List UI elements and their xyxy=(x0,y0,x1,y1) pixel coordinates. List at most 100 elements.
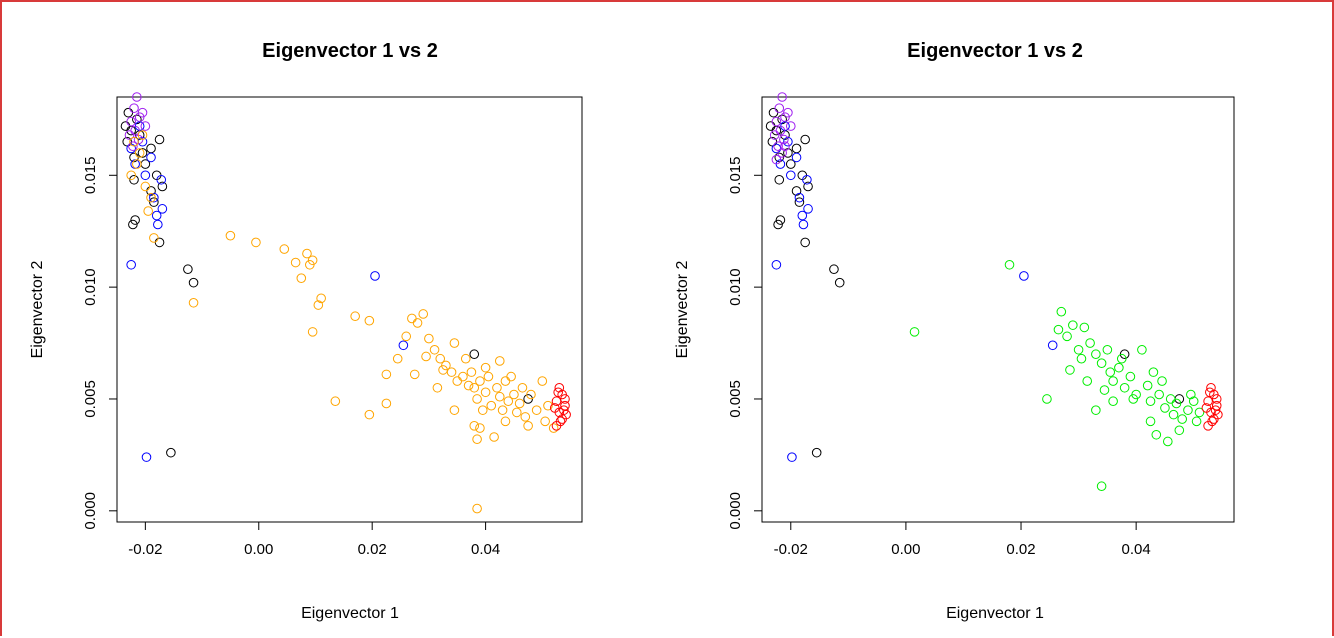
chart-2-series-5-point xyxy=(1201,403,1212,413)
chart-1-series-4-point xyxy=(480,362,491,373)
chart-1-series-5-point xyxy=(559,405,569,415)
chart-2-series-2-point xyxy=(797,210,808,221)
chart-1-series-4-point xyxy=(503,396,514,407)
chart-1-x-tick-label: -0.02 xyxy=(128,541,162,558)
chart-2-series-4-point xyxy=(1065,365,1075,375)
chart-2-series-4-point xyxy=(1154,389,1164,400)
chart-1-series-2-point xyxy=(141,452,152,462)
chart-1-series-2-point xyxy=(151,210,162,221)
chart-1-x-tick-label: 0.04 xyxy=(471,541,500,558)
chart-2-series-5-point xyxy=(1213,409,1223,420)
chart-1-series-1-point xyxy=(130,215,140,225)
chart-1-series-4-point xyxy=(307,327,318,337)
chart-2-series-4-point xyxy=(1091,405,1101,415)
chart-2-x-axis-label: Eigenvector 1 xyxy=(946,605,1044,622)
chart-2-series-2-point xyxy=(791,152,802,163)
chart-1-series-4-point xyxy=(511,407,522,418)
chart-2-series-2-point xyxy=(802,174,812,185)
chart-2-series-4-point xyxy=(1004,259,1015,270)
chart-1-series-1-point xyxy=(137,148,148,158)
chart-1-series-5-point xyxy=(560,394,570,404)
chart-2-series-1-point xyxy=(791,186,802,196)
chart-2-y-tick-label: 0.000 xyxy=(727,492,744,530)
chart-2-series-4-point xyxy=(1188,396,1199,407)
chart-2-series-4-point xyxy=(1091,349,1101,360)
chart-2-series-4-point xyxy=(1085,338,1095,348)
chart-2-y-tick-label: 0.005 xyxy=(727,380,744,418)
chart-2-series-4-point xyxy=(1171,398,1182,409)
chart-1-series-4-point xyxy=(466,367,477,377)
chart-2-series-4-point xyxy=(1142,380,1153,391)
chart-1-y-axis-label: Eigenvector 2 xyxy=(29,260,46,358)
chart-1-series-4-point xyxy=(509,389,519,400)
chart-2-series-4-point xyxy=(1108,396,1118,407)
chart-2-series-4-point xyxy=(1114,362,1124,373)
chart-2-series-5-point xyxy=(1210,405,1221,415)
chart-1-series-1-point xyxy=(146,143,156,154)
chart-2-series-4-point xyxy=(1183,405,1193,415)
chart-2-y-tick-label: 0.015 xyxy=(727,157,744,195)
chart-1-series-4-point xyxy=(350,311,360,322)
chart-1-series-4-point xyxy=(489,432,499,442)
chart-1-series-4-point xyxy=(146,192,156,203)
chart-2-series-5-point xyxy=(1203,396,1213,407)
chart-2-series-2-point xyxy=(785,170,796,181)
chart-2-series-4-point xyxy=(1157,376,1167,386)
chart-2-series-2-point xyxy=(787,452,797,462)
chart-1-series-4-point xyxy=(251,237,261,248)
chart-1-series-4-point xyxy=(401,331,412,342)
chart-1-y-tick-label: 0.005 xyxy=(82,380,99,418)
chart-1-series-4-point xyxy=(132,159,142,169)
chart-1-series-4-point xyxy=(412,318,423,328)
chart-1-series-4-point xyxy=(381,398,392,409)
chart-1-series-4-point xyxy=(149,233,159,243)
chart-1-series-4-point xyxy=(446,367,457,377)
chart-2-series-1-point xyxy=(773,219,783,230)
chart-2-series-4-point xyxy=(1168,409,1179,420)
chart-1-series-4-point xyxy=(472,503,482,514)
chart-2-series-1-point xyxy=(803,181,813,192)
chart-2-x-tick-label: 0.02 xyxy=(1006,541,1035,558)
chart-1-series-4-point xyxy=(506,371,516,382)
chart-1-series-4-point xyxy=(296,273,307,283)
chart-2-series-4-point xyxy=(1137,344,1147,355)
chart-1-series-4-point xyxy=(432,382,443,393)
chart-2-series-4-point xyxy=(1148,367,1159,377)
chart-1-series-5-point xyxy=(561,409,571,420)
chart-1-series-4-point xyxy=(486,400,497,411)
chart-1-series-2-point xyxy=(140,170,151,181)
chart-1-series-4-point xyxy=(302,248,312,259)
chart-1-plot-box xyxy=(116,96,583,523)
chart-1-series-4-point xyxy=(449,405,460,415)
chart-1-series-4-point xyxy=(364,409,375,420)
chart-1-title: Eigenvector 1 vs 2 xyxy=(262,40,438,62)
chart-1-series-4-point xyxy=(307,255,318,266)
chart-1-series-4-point xyxy=(452,376,463,386)
chart-2-series-4-point xyxy=(1128,394,1139,404)
chart-1-series-4-point xyxy=(313,300,324,310)
chart-2-series-3-point xyxy=(769,130,780,140)
chart-1-series-4-point xyxy=(137,130,148,140)
chart-2-series-2-point xyxy=(794,192,805,203)
chart-1-series-3-point xyxy=(124,130,135,140)
chart-1-series-1-point xyxy=(188,277,199,288)
chart-2-series-2-point xyxy=(771,259,782,270)
chart-1-series-2-point xyxy=(146,152,156,163)
chart-2-series-1-point xyxy=(829,264,839,275)
chart-2-series-4-point xyxy=(1108,376,1118,386)
chart-1-series-4-point xyxy=(407,313,417,324)
chart-2-series-1-point xyxy=(777,114,787,125)
chart-2-series-3-point xyxy=(785,121,796,131)
chart-2-series-3-point xyxy=(771,116,782,127)
chart-1-series-4-point xyxy=(279,244,290,254)
chart-2-series-3-point xyxy=(774,103,785,113)
chart-1-series-4-point xyxy=(497,405,508,415)
chart-2-series-4-point xyxy=(1186,389,1196,400)
chart-2-series-4-point xyxy=(909,327,920,337)
chart-1-x-axis-label: Eigenvector 1 xyxy=(301,605,399,622)
chart-2-series-4-point xyxy=(1177,414,1187,424)
chart-2-series-4-point xyxy=(1163,436,1173,447)
chart-2-series-1-point xyxy=(791,143,802,154)
chart-1-series-3-point xyxy=(128,141,138,152)
chart-2-series-1-point xyxy=(785,159,796,169)
